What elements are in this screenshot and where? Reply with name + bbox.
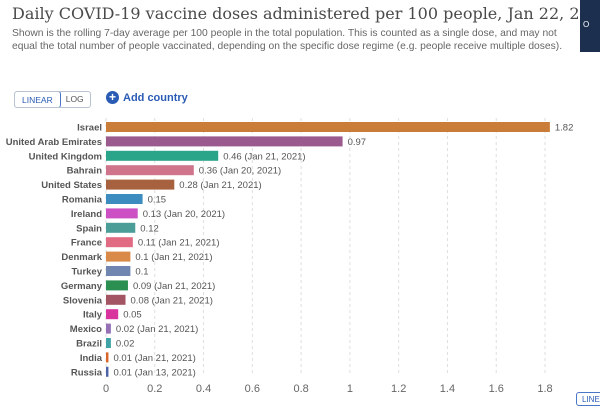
scale-linear-option[interactable]: LINEAR xyxy=(14,92,61,107)
value-label: 0.13 (Jan 20, 2021) xyxy=(143,209,225,220)
category-label: Germany xyxy=(61,281,103,292)
category-label: India xyxy=(80,353,103,364)
bar xyxy=(106,280,128,291)
bar xyxy=(106,222,136,233)
x-tick-label: 1.6 xyxy=(489,383,504,395)
scale-toggle: LINEAR LOG xyxy=(14,91,91,108)
category-label: Slovenia xyxy=(63,295,103,306)
category-label: Israel xyxy=(77,123,102,134)
bar xyxy=(106,165,194,176)
bar xyxy=(106,208,138,219)
bar-row[interactable]: Mexico 0.02 (Jan 21, 2021) xyxy=(70,323,199,336)
category-label: Brazil xyxy=(76,339,102,350)
bar-row[interactable]: Russia 0.01 (Jan 13, 2021) xyxy=(71,366,196,379)
bar-row[interactable]: Denmark 0.1 (Jan 21, 2021) xyxy=(61,251,212,264)
bar xyxy=(106,122,550,132)
value-label: 0.97 xyxy=(348,137,367,148)
chart-subtitle: Shown is the rolling 7-day average per 1… xyxy=(12,28,563,52)
bar-row[interactable]: Romania 0.15 xyxy=(62,194,166,206)
x-tick-label: 0.4 xyxy=(196,383,211,395)
bar-row[interactable]: Bahrain 0.36 (Jan 20, 2021) xyxy=(67,165,282,177)
bar xyxy=(106,338,111,348)
x-tick-label: 0.8 xyxy=(293,383,308,395)
bar-row[interactable]: Spain 0.12 xyxy=(76,222,159,235)
value-label: 0.28 (Jan 21, 2021) xyxy=(179,180,261,191)
value-label: 1.82 xyxy=(555,123,574,134)
value-label: 0.1 (Jan 21, 2021) xyxy=(135,252,212,263)
category-label: Romania xyxy=(62,195,103,206)
chart-title: Daily COVID-19 vaccine doses administere… xyxy=(12,4,600,23)
x-tick-label: 0.2 xyxy=(147,383,162,395)
scale-log-option[interactable]: LOG xyxy=(65,94,84,104)
category-label: Turkey xyxy=(72,267,103,278)
x-tick-label: 1.8 xyxy=(537,383,552,395)
bar xyxy=(106,309,119,320)
x-tick-label: 1.4 xyxy=(440,383,455,395)
value-label: 0.46 (Jan 21, 2021) xyxy=(223,151,305,162)
category-label: Italy xyxy=(83,310,103,321)
bar-row[interactable]: United Kingdom 0.46 (Jan 21, 2021) xyxy=(29,150,306,163)
add-country-label: Add country xyxy=(123,91,188,104)
value-label: 0.15 xyxy=(148,195,167,206)
category-label: France xyxy=(71,238,102,249)
value-label: 0.1 xyxy=(135,267,148,278)
bar-row[interactable]: United Arab Emirates 0.97 xyxy=(6,136,366,148)
value-label: 0.05 xyxy=(123,310,142,321)
value-label: 0.36 (Jan 20, 2021) xyxy=(199,166,281,177)
x-tick-label: 0.6 xyxy=(245,383,260,395)
bar-row[interactable]: Germany 0.09 (Jan 21, 2021) xyxy=(61,280,216,292)
bar xyxy=(106,194,143,204)
value-label: 0.01 (Jan 21, 2021) xyxy=(113,353,195,364)
x-tick-label: 1.2 xyxy=(391,383,406,395)
bar-row[interactable]: India 0.01 (Jan 21, 2021) xyxy=(80,352,196,364)
category-label: United States xyxy=(41,180,102,191)
bar xyxy=(106,294,126,305)
bar-row[interactable]: Israel 1.82 xyxy=(77,122,573,134)
category-label: Bahrain xyxy=(67,166,103,177)
value-label: 0.08 (Jan 21, 2021) xyxy=(131,295,213,306)
bar-row[interactable]: Slovenia 0.08 (Jan 21, 2021) xyxy=(63,294,213,307)
category-label: United Arab Emirates xyxy=(6,137,102,148)
value-label: 0.02 xyxy=(116,339,135,350)
bar xyxy=(106,251,131,262)
logo-text: O xyxy=(583,20,591,29)
value-label: 0.09 (Jan 21, 2021) xyxy=(133,281,215,292)
bar-row[interactable]: United States 0.28 (Jan 21, 2021) xyxy=(41,179,262,192)
bar xyxy=(106,237,133,248)
x-tick-label: 0 xyxy=(103,383,109,395)
category-label: Mexico xyxy=(70,324,102,335)
bar xyxy=(106,352,109,363)
value-label: 0.01 (Jan 13, 2021) xyxy=(113,367,195,378)
bar xyxy=(106,266,131,276)
category-label: Russia xyxy=(71,367,103,378)
bar xyxy=(106,150,219,161)
value-label: 0.11 (Jan 21, 2021) xyxy=(138,238,220,249)
category-label: United Kingdom xyxy=(29,151,102,162)
value-label: 0.12 xyxy=(140,223,159,234)
add-country-button[interactable]: + Add country xyxy=(106,91,188,104)
category-label: Ireland xyxy=(71,209,102,220)
category-label: Spain xyxy=(76,223,102,234)
bar-row[interactable]: Turkey 0.1 xyxy=(72,266,149,278)
category-label: Denmark xyxy=(61,252,102,263)
publisher-logo[interactable]: O xyxy=(580,0,600,52)
plus-icon: + xyxy=(106,91,119,104)
bar xyxy=(106,323,111,334)
bar xyxy=(106,136,343,147)
bar-row[interactable]: Brazil 0.02 xyxy=(76,338,134,350)
bar-row[interactable]: France 0.11 (Jan 21, 2021) xyxy=(71,237,220,249)
value-label: 0.02 (Jan 21, 2021) xyxy=(116,324,198,335)
bar-row[interactable]: Ireland 0.13 (Jan 20, 2021) xyxy=(71,208,225,220)
bar xyxy=(106,366,109,377)
x-tick-label: 1 xyxy=(347,383,353,395)
bar xyxy=(106,179,175,190)
bar-row[interactable]: Italy 0.05 xyxy=(83,309,142,321)
